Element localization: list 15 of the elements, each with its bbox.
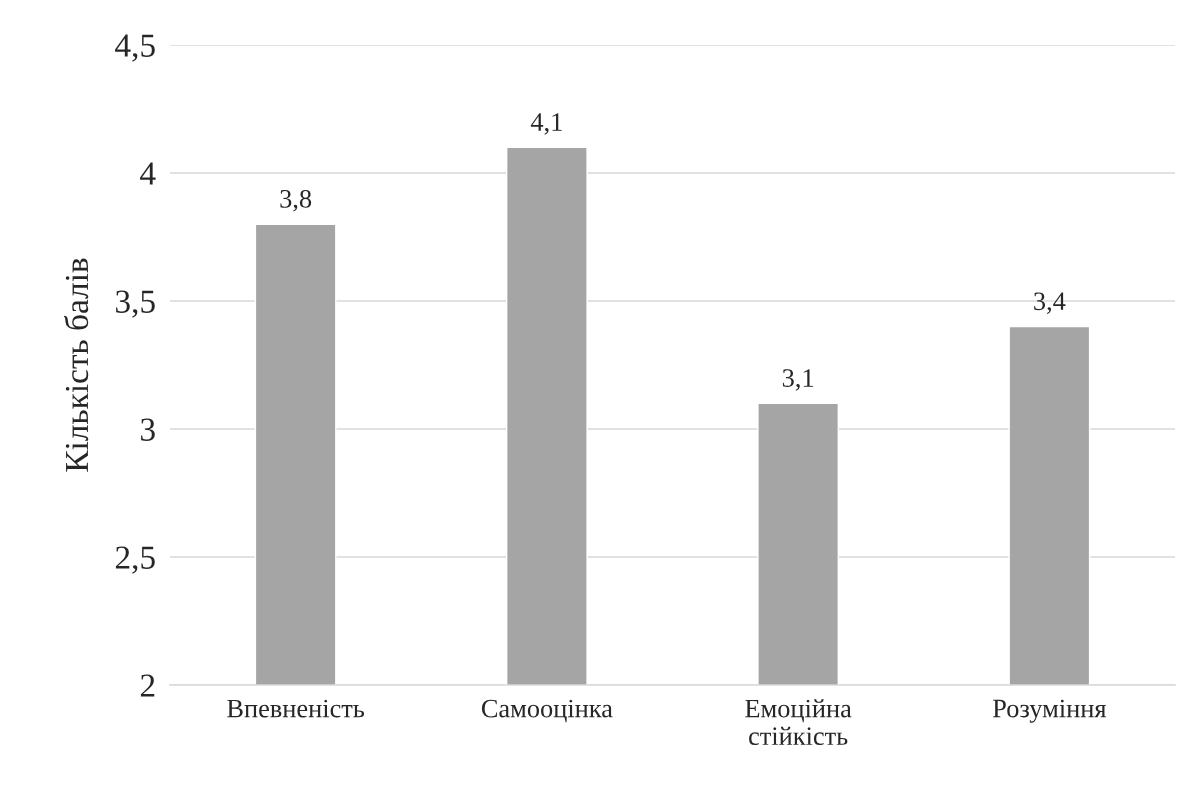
data-label: 3,4 xyxy=(1034,292,1066,314)
y-axis-title: Кількість балів xyxy=(64,258,89,472)
y-tick-label: 4 xyxy=(140,162,156,185)
x-tick-label: Самооцінка xyxy=(481,699,613,723)
x-tick-label: Впевненість xyxy=(227,699,365,718)
y-tick-label: 4,5 xyxy=(115,34,155,62)
data-label: 3,8 xyxy=(280,189,312,212)
x-tick-label: Емоційна стійкість xyxy=(745,699,852,746)
y-tick-label: 3 xyxy=(141,418,155,441)
y-tick-label: 3,5 xyxy=(116,290,155,318)
data-label: 3,1 xyxy=(782,369,814,391)
y-tick-label: 2,5 xyxy=(115,546,155,574)
y-tick-label: 2 xyxy=(140,674,155,697)
data-label: 4,1 xyxy=(530,113,562,135)
x-tick-label: Розуміння xyxy=(992,699,1107,723)
